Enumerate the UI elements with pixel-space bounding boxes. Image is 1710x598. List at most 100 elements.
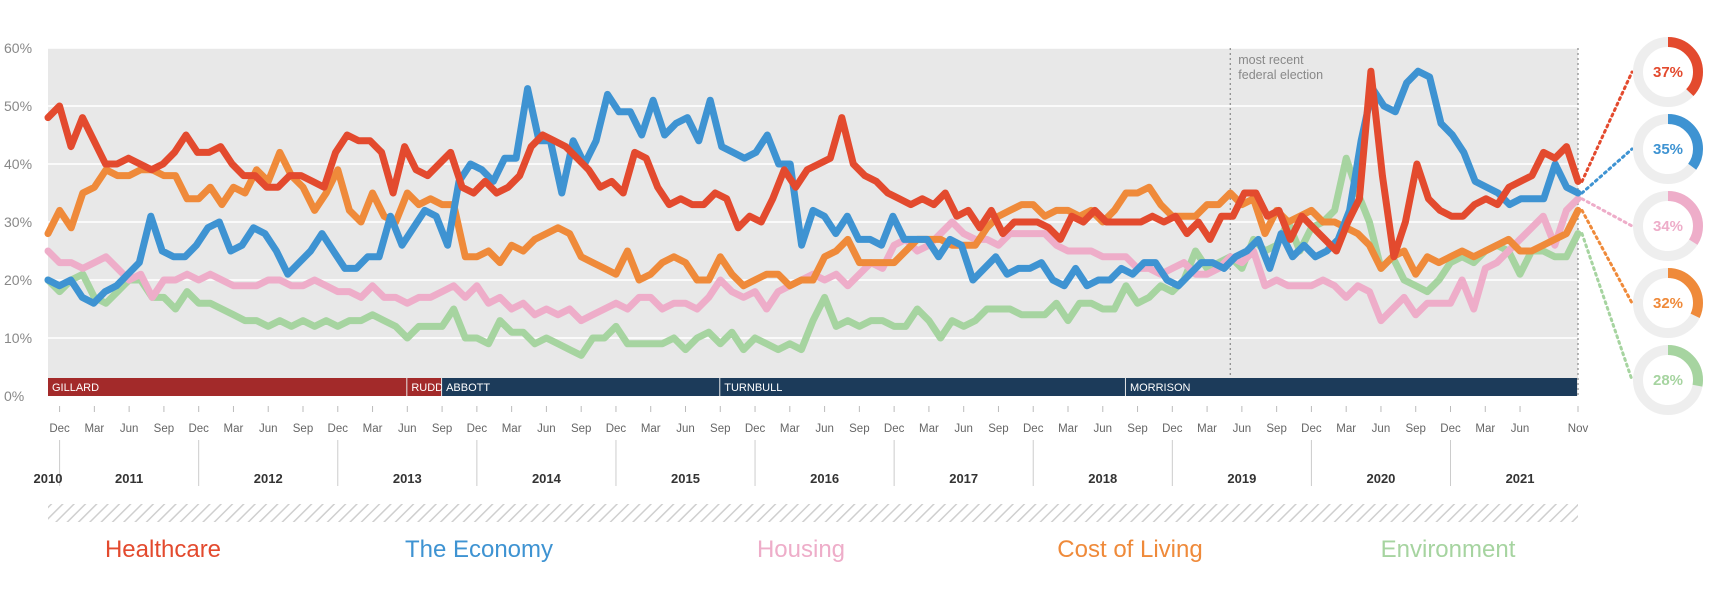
month-label: Mar [1475, 423, 1495, 435]
series-the-economy-line [44, 67, 1582, 307]
donut-arc-environment [1633, 345, 1703, 415]
month-label: Mar [641, 423, 661, 435]
month-label: Jun [398, 423, 417, 435]
month-label: Jun [259, 423, 278, 435]
y-axis: 0% 10% 20% 30% 40% 50% 60% [4, 40, 32, 404]
donut-arc-cost-of-living [1633, 268, 1703, 338]
month-label: Mar [363, 423, 383, 435]
month-label: Jun [1093, 423, 1112, 435]
pm-segment-rudd [407, 378, 442, 396]
month-label: Dec [745, 423, 766, 435]
month-label: Jun [815, 423, 834, 435]
legend-cost-of-living: Cost of Living [1057, 536, 1202, 563]
month-label: Dec [1162, 423, 1183, 435]
legend-housing: Housing [757, 536, 845, 563]
month-label: Jun [537, 423, 556, 435]
y-tick-label: 60% [4, 40, 32, 56]
month-label: Dec [49, 423, 70, 435]
donut-value-environment: 28% [1653, 372, 1683, 389]
series-lines [44, 67, 1582, 359]
y-tick-label: 10% [4, 330, 32, 346]
donut-value-healthcare: 37% [1653, 64, 1683, 81]
y-tick-label: 20% [4, 272, 32, 288]
month-label: Sep [432, 423, 452, 435]
donut-arc-housing [1633, 191, 1703, 261]
year-label: 2014 [532, 471, 562, 486]
pm-segment-turnbull [720, 378, 1125, 396]
month-label: Sep [849, 423, 869, 435]
month-label: Mar [1197, 423, 1217, 435]
month-label: Mar [919, 423, 939, 435]
month-label: Dec [606, 423, 627, 435]
month-label: Jun [1511, 423, 1530, 435]
month-label: Nov [1568, 423, 1589, 435]
connector-housing [1580, 197, 1634, 228]
connector-environment [1580, 232, 1634, 382]
month-label: Jun [1372, 423, 1391, 435]
pm-label-turnbull: TURNBULL [724, 382, 782, 394]
donut-arc-healthcare [1633, 37, 1703, 107]
month-label: Dec [1440, 423, 1461, 435]
month-label: Dec [1301, 423, 1322, 435]
month-label: Mar [224, 423, 244, 435]
month-label: Sep [154, 423, 174, 435]
y-tick-label: 0% [4, 388, 24, 404]
pm-label-abbott: ABBOTT [446, 382, 490, 394]
month-label: Sep [1127, 423, 1147, 435]
donut-arc-the-economy [1633, 114, 1703, 184]
annotation-line-1: most recent [1238, 53, 1304, 67]
year-label: 2021 [1506, 471, 1535, 486]
donut-value-cost-of-living: 32% [1653, 295, 1683, 312]
year-label: 2016 [810, 471, 839, 486]
annotation-line-2: federal election [1238, 68, 1323, 82]
year-label: 2015 [671, 471, 700, 486]
year-label: 2012 [254, 471, 283, 486]
pm-label-rudd: RUDD [411, 382, 443, 394]
pm-segment-morrison [1125, 378, 1577, 396]
month-label: Dec [328, 423, 349, 435]
month-label: Sep [1266, 423, 1286, 435]
pm-segment-gillard [48, 378, 407, 396]
month-label: Dec [188, 423, 209, 435]
year-label: 2013 [393, 471, 422, 486]
month-label: Jun [676, 423, 695, 435]
y-tick-label: 50% [4, 98, 32, 114]
month-label: Jun [1233, 423, 1252, 435]
series-healthcare-line [44, 67, 1582, 261]
month-label: Mar [1336, 423, 1356, 435]
month-label: Sep [293, 423, 313, 435]
connector-cost-of-living [1580, 208, 1634, 305]
pm-label-morrison: MORRISON [1130, 382, 1191, 394]
month-label: Mar [84, 423, 104, 435]
donut-value-the-economy: 35% [1653, 141, 1683, 158]
year-label: 2020 [1366, 471, 1395, 486]
month-label: Mar [502, 423, 522, 435]
hatched-band [48, 504, 1578, 522]
y-tick-label: 30% [4, 214, 32, 230]
y-tick-label: 40% [4, 156, 32, 172]
legend-environment: Environment [1381, 536, 1516, 563]
pm-label-gillard: GILLARD [52, 382, 99, 394]
year-label: 2019 [1227, 471, 1256, 486]
month-label: Mar [780, 423, 800, 435]
month-label: Dec [884, 423, 905, 435]
connector-the-economy [1580, 147, 1634, 195]
month-label: Mar [1058, 423, 1078, 435]
final-value-donuts: 37% 35% 34% 32% 28% [1580, 37, 1703, 415]
year-label: 2017 [949, 471, 978, 486]
legend: Healthcare The Economy Housing Cost of Livi… [105, 536, 1516, 563]
donut-value-housing: 34% [1653, 218, 1683, 235]
pm-segment-abbott [442, 378, 720, 396]
legend-healthcare: Healthcare [105, 536, 221, 563]
year-label: 2010 [34, 471, 63, 486]
month-label: Sep [571, 423, 591, 435]
month-label: Sep [988, 423, 1008, 435]
month-label: Sep [710, 423, 730, 435]
month-label: Sep [1405, 423, 1425, 435]
series-cost-of-living-line [44, 148, 1582, 290]
year-label: 2011 [115, 471, 143, 486]
x-axis: Dec Mar Jun Sep Dec Mar Jun Sep Dec Mar Jun Sep Dec M… [34, 406, 1589, 486]
month-label: Jun [120, 423, 139, 435]
